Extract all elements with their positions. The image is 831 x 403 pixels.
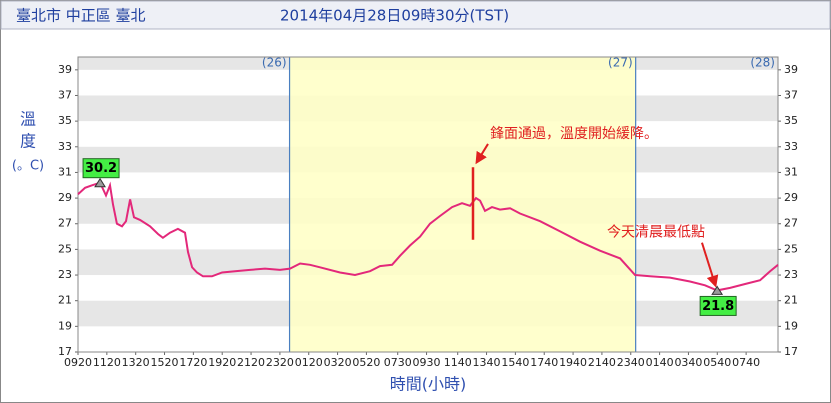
x-tick-label: 0930	[413, 356, 441, 369]
y-tick-label-right: 39	[784, 63, 798, 76]
x-tick-label: 1920	[208, 356, 236, 369]
y-tick-label: 33	[58, 140, 72, 153]
value-label-box	[82, 158, 120, 179]
y-tick-label-right: 23	[784, 268, 798, 281]
x-tick-label: 1520	[151, 356, 179, 369]
x-tick-label: 0140	[646, 356, 674, 369]
y-tick-label: 35	[58, 114, 72, 127]
y-tick-label-right: 31	[784, 165, 798, 178]
x-tick-label: 1740	[530, 356, 558, 369]
y-tick-label-right: 25	[784, 242, 798, 255]
y-tick-label: 23	[58, 268, 72, 281]
x-tick-label: 0320	[324, 356, 352, 369]
y-axis-label: 溫	[20, 110, 36, 129]
value-label-box	[699, 295, 737, 316]
x-tick-label: 0540	[703, 356, 731, 369]
plot-border	[77, 56, 779, 353]
y-tick-label: 39	[58, 63, 72, 76]
y-tick-label-right: 37	[784, 88, 798, 101]
x-tick-label: 0520	[352, 356, 380, 369]
x-tick-label: 0730	[384, 356, 412, 369]
y-tick-label: 19	[58, 319, 72, 332]
x-tick-label: 1340	[473, 356, 501, 369]
y-tick-label-right: 27	[784, 217, 798, 230]
x-tick-label: 2140	[588, 356, 616, 369]
x-tick-label: 0120	[295, 356, 323, 369]
y-tick-label-right: 21	[784, 294, 798, 307]
x-tick-label: 2340	[617, 356, 645, 369]
temperature-line	[77, 181, 779, 292]
y-tick-label: 27	[58, 217, 72, 230]
y-tick-label-right: 19	[784, 319, 798, 332]
x-tick-label: 2120	[237, 356, 265, 369]
x-tick-label: 2320	[266, 356, 294, 369]
shaded-day	[289, 57, 636, 352]
x-tick-label: 1320	[122, 356, 150, 369]
annotation: 今天清晨最低點	[607, 225, 705, 241]
y-tick-label-right: 35	[784, 114, 798, 127]
chart-subtitle: 2014年04月28日09時30分(TST)	[280, 7, 509, 25]
y-tick-label: 21	[58, 294, 72, 307]
header-bar	[0, 0, 831, 30]
value-label: 21.8	[702, 299, 734, 314]
y-tick-label: 29	[58, 191, 72, 204]
y-axis-label: (。C)	[12, 159, 44, 174]
x-tick-label: 1720	[179, 356, 207, 369]
annotation-arrow	[475, 143, 489, 165]
y-tick-label: 25	[58, 242, 72, 255]
y-tick-label-right: 33	[784, 140, 798, 153]
value-label: 30.2	[85, 161, 117, 176]
x-tick-label: 1540	[501, 356, 529, 369]
x-tick-label: 1940	[559, 356, 587, 369]
x-tick-label: 0920	[64, 356, 92, 369]
x-tick-label: 1140	[444, 356, 472, 369]
y-tick-label-right: 29	[784, 191, 798, 204]
annotation: 鋒面通過，溫度開始緩降。	[490, 126, 658, 142]
day-label: (28)	[750, 56, 775, 70]
x-tick-label: 0340	[674, 356, 702, 369]
x-tick-label: 1120	[93, 356, 121, 369]
y-tick-label-right: 17	[784, 345, 798, 358]
day-label: (27)	[608, 56, 633, 70]
x-tick-label: 0740	[732, 356, 760, 369]
x-axis-label: 時間(小時)	[390, 375, 467, 394]
y-tick-label: 17	[58, 345, 72, 358]
y-tick-label: 31	[58, 165, 72, 178]
point-marker	[94, 177, 106, 188]
annotation-arrow	[701, 242, 719, 288]
chart-title: 臺北市 中正區 臺北	[16, 7, 146, 25]
y-tick-label: 37	[58, 88, 72, 101]
y-axis-label: 度	[20, 132, 36, 151]
day-label: (26)	[262, 56, 287, 70]
point-marker	[711, 285, 724, 295]
